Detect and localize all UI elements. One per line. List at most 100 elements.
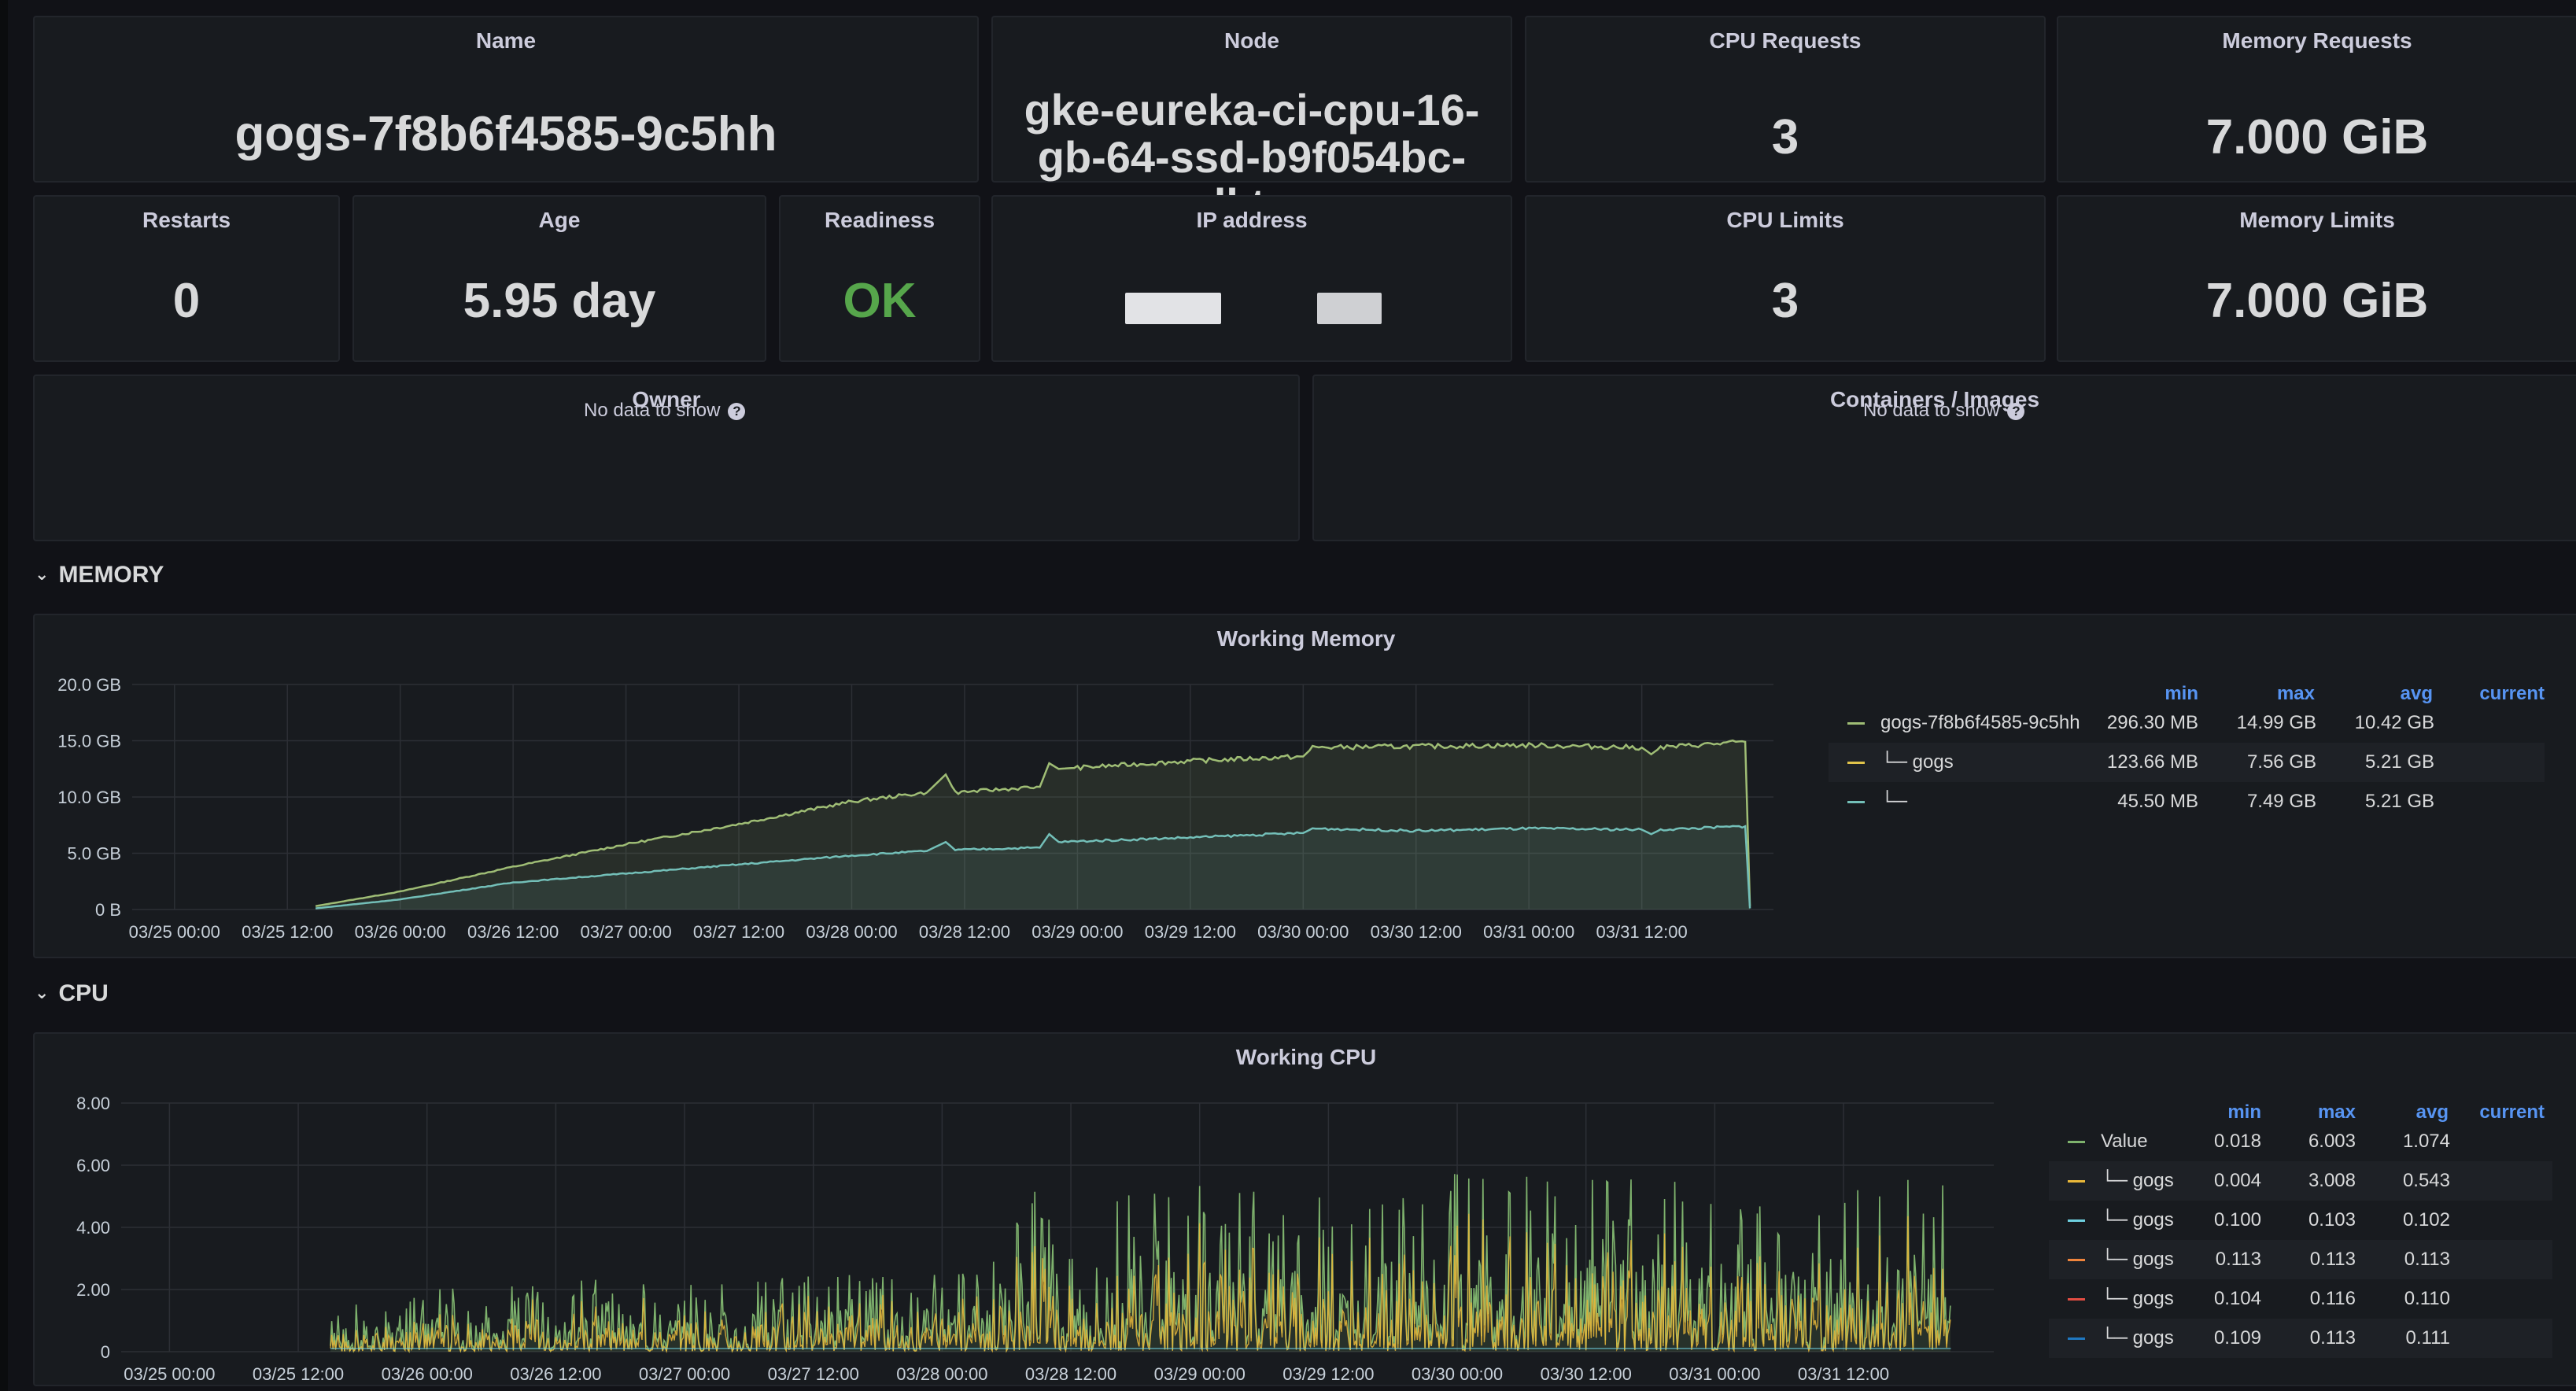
legend-max-value: 0.113 [2309, 1327, 2356, 1349]
legend-min-value: 0.018 [2213, 1131, 2261, 1152]
containers-no-data: No data to show? [1863, 400, 2025, 422]
series-line [315, 739, 1751, 907]
stat-memory-limits: Memory Limits 7.000 GiB [2057, 195, 2576, 362]
x-tick-label: 03/29 12:00 [1282, 1364, 1374, 1384]
y-tick-label: 6.00 [76, 1156, 110, 1175]
row-header-cpu[interactable]: ⌄ CPU [35, 980, 109, 1007]
legend-header-avg[interactable]: avg [2400, 683, 2433, 704]
x-tick-label: 03/27 12:00 [693, 922, 784, 942]
x-tick-label: 03/29 00:00 [1032, 922, 1123, 942]
legend-max-value: 0.113 [2309, 1249, 2356, 1270]
x-tick-label: 03/27 00:00 [639, 1364, 730, 1384]
row-header-memory[interactable]: ⌄ MEMORY [35, 562, 164, 588]
x-tick-label: 03/29 00:00 [1154, 1364, 1246, 1384]
question-icon[interactable]: ? [728, 402, 746, 420]
legend-header-current[interactable]: current [2479, 683, 2545, 704]
question-icon[interactable]: ? [2007, 402, 2025, 420]
legend-header-min[interactable]: min [2227, 1101, 2261, 1123]
legend-row[interactable]: └─ gogs 0.113 0.113 0.113 [2049, 1240, 2552, 1279]
legend-row[interactable]: └─ gogs 0.004 3.008 0.543 [2049, 1161, 2552, 1201]
memory-legend: min max avg current gogs-7f8b6f4585-9c5h… [1829, 683, 2568, 817]
legend-series-name: Value [2101, 1131, 2148, 1152]
chart-title: Working CPU [1235, 1045, 1377, 1069]
legend-header-max[interactable]: max [2276, 683, 2315, 704]
legend-avg-value: 0.543 [2402, 1170, 2450, 1191]
legend-row[interactable]: Value 0.018 6.003 1.074 [2049, 1122, 2552, 1161]
legend-swatch [2068, 1259, 2085, 1261]
stat-cpu-limits: CPU Limits 3 [1525, 195, 2046, 362]
x-tick-label: 03/26 12:00 [467, 922, 559, 942]
x-tick-label: 03/25 12:00 [242, 922, 333, 942]
legend-row[interactable]: └─ gogs 0.100 0.103 0.102 [2049, 1201, 2552, 1240]
legend-min-value: 0.109 [2213, 1327, 2261, 1349]
legend-header-current[interactable]: current [2479, 1101, 2545, 1123]
stat-readiness: Readiness OK [779, 195, 980, 362]
working-memory-panel: Working Memory 0 B 5.0 GB 10.0 GB 15.0 GB 20… [33, 614, 2576, 958]
stat-restarts: Restarts 0 [33, 195, 340, 362]
legend-swatch [1847, 801, 1865, 803]
stat-title: Memory Requests [2222, 28, 2412, 53]
series-line [315, 825, 1751, 910]
legend-header-max[interactable]: max [2317, 1101, 2356, 1123]
legend-series-name: └─ gogs [2101, 1209, 2174, 1230]
legend-swatch [1847, 762, 1865, 764]
legend-swatch [1847, 722, 1865, 725]
stat-name: Name gogs-7f8b6f4585-9c5hh [33, 16, 979, 183]
stat-ip-address: IP address [991, 195, 1512, 362]
x-tick-label: 03/28 00:00 [806, 922, 897, 942]
y-tick-label: 20.0 GB [57, 675, 121, 695]
stat-title: Name [475, 28, 537, 53]
stat-age: Age 5.95 day [352, 195, 766, 362]
x-tick-label: 03/25 00:00 [129, 922, 220, 942]
legend-avg-value: 5.21 GB [2364, 751, 2434, 773]
legend-swatch [2068, 1141, 2085, 1143]
stat-node: Node gke-eureka-ci-cpu-16- gb-64-ssd-b9f… [991, 16, 1512, 228]
x-tick-label: 03/25 00:00 [124, 1364, 215, 1384]
x-tick-label: 03/26 12:00 [510, 1364, 601, 1384]
legend-series-name: └─ [1880, 791, 1908, 812]
series-line [330, 1213, 1951, 1354]
legend-row[interactable]: └─ gogs 0.104 0.116 0.110 [2049, 1279, 2552, 1319]
stat-title: Restarts [142, 208, 231, 232]
owner-no-data: No data to show? [584, 400, 746, 422]
ip-address-redacted [1317, 293, 1382, 324]
legend-avg-value: 0.102 [2402, 1209, 2450, 1230]
legend-swatch [2068, 1219, 2085, 1222]
row-title: MEMORY [58, 562, 164, 588]
legend-header-avg[interactable]: avg [2415, 1101, 2449, 1123]
node-value-line: gke-eureka-ci-cpu-16- [1024, 85, 1480, 135]
x-tick-label: 03/27 00:00 [580, 922, 671, 942]
stat-title: Age [538, 208, 581, 232]
series-line [330, 1174, 1951, 1354]
legend-row[interactable]: └─ gogs 123.66 MB 7.56 GB 5.21 GB [1829, 743, 2545, 782]
x-tick-label: 03/27 12:00 [768, 1364, 859, 1384]
chart-title: Working Memory [1216, 626, 1396, 651]
stat-cpu-requests: CPU Requests 3 [1525, 16, 2046, 183]
x-tick-label: 03/30 00:00 [1412, 1364, 1503, 1384]
legend-row[interactable]: └─ gogs 0.109 0.113 0.111 [2049, 1319, 2552, 1358]
stat-title: CPU Requests [1709, 28, 1862, 53]
x-tick-label: 03/31 00:00 [1483, 922, 1574, 942]
chevron-down-icon: ⌄ [35, 564, 50, 584]
series-area [316, 825, 1751, 910]
legend-min-value: 123.66 MB [2106, 751, 2198, 773]
series-area [316, 740, 1751, 910]
legend-max-value: 3.008 [2308, 1170, 2356, 1191]
legend-row[interactable]: └─ 45.50 MB 7.49 GB 5.21 GB [1829, 782, 2545, 821]
legend-series-name: └─ gogs [1880, 751, 1954, 773]
node-value: gke-eureka-ci-cpu-16- gb-64-ssd-b9f054bc… [993, 87, 1511, 228]
stat-title: CPU Limits [1726, 208, 1844, 232]
legend-header-min[interactable]: min [2165, 683, 2198, 704]
legend-row[interactable]: gogs-7f8b6f4585-9c5hh 296.30 MB 14.99 GB 10… [1829, 703, 2545, 743]
x-tick-label: 03/31 12:00 [1596, 922, 1688, 942]
legend-avg-value: 0.113 [2404, 1249, 2450, 1270]
legend-series-name: └─ gogs [2101, 1249, 2174, 1270]
pod-name-value: gogs-7f8b6f4585-9c5hh [234, 107, 777, 161]
legend-swatch [2068, 1298, 2085, 1301]
restarts-value: 0 [172, 274, 201, 328]
memory-requests-value: 7.000 GiB [2205, 110, 2429, 164]
legend-max-value: 0.103 [2308, 1209, 2356, 1230]
x-tick-label: 03/31 00:00 [1669, 1364, 1760, 1384]
legend-max-value: 14.99 GB [2236, 712, 2316, 733]
y-tick-label: 4.00 [76, 1218, 110, 1238]
